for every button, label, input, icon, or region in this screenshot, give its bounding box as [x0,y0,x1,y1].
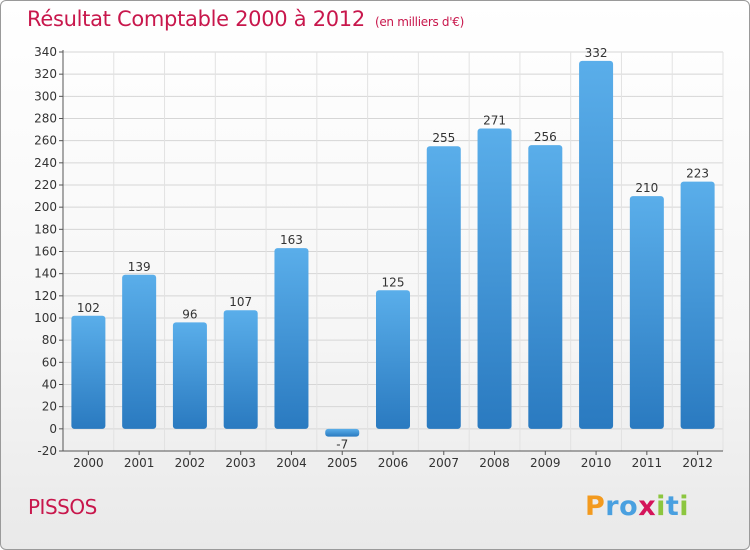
bar-2006 [376,290,410,429]
logo-letter: o [619,491,639,522]
place-name: PISSOS [28,495,97,519]
value-label-2010: 332 [585,46,608,60]
logo-letter: i [679,491,690,522]
bar-2011 [629,196,664,429]
bar-2000 [71,315,106,429]
proxiti-logo: Proxiti [585,491,689,522]
tick-labels: 3403203002802602402202001801601401201008… [34,45,713,470]
bar-2001 [122,274,157,429]
y-tick-label: 160 [34,245,57,259]
x-tick-label: 2002 [175,456,206,470]
y-tick-label: 320 [34,67,57,81]
bar-2009 [528,145,563,429]
chart-subtitle: (en milliers d'€) [374,15,464,29]
bar-2005 [325,428,360,437]
y-tick-label: -20 [37,444,57,458]
y-tick-label: 240 [34,156,57,170]
x-tick-label: 2006 [378,456,409,470]
bars [71,60,715,437]
y-tick-label: 20 [42,400,57,414]
y-tick-label: 220 [34,178,57,192]
y-tick-label: 200 [34,200,57,214]
axes [59,50,723,455]
x-tick-label: 2008 [479,456,510,470]
bar-2012 [680,181,715,429]
x-tick-label: 2001 [124,456,155,470]
x-tick-label: 2012 [682,456,713,470]
value-labels: 102 139 96 107 163 -7 125 255 271 256 332 210 223 [77,46,709,452]
x-tick-label: 2004 [276,456,307,470]
x-tick-label: 2010 [581,456,612,470]
value-label-2003: 107 [229,295,252,309]
logo-letter: t [665,491,680,522]
bar-2004 [274,248,309,429]
y-tick-label: 140 [34,267,57,281]
value-label-2004: 163 [280,233,303,247]
chart-title: Résultat Comptable 2000 à 2012 (en millie… [27,7,464,31]
value-label-2006: 125 [382,275,405,289]
y-tick-label: 40 [42,378,57,392]
y-tick-label: 60 [42,355,57,369]
x-tick-label: 2011 [632,456,663,470]
value-label-2012: 223 [686,167,709,181]
x-tick-label: 2000 [73,456,104,470]
bar-2010 [579,60,614,429]
bar-2003 [223,310,258,429]
y-tick-label: 260 [34,134,57,148]
y-tick-label: 0 [49,422,57,436]
value-label-2007: 255 [432,131,455,145]
bar-2002 [172,322,207,429]
value-label-2000: 102 [77,301,100,315]
y-tick-label: 180 [34,222,57,236]
logo-letter: P [585,491,606,522]
logo-letter: r [605,491,620,522]
x-tick-label: 2009 [530,456,561,470]
y-tick-label: 120 [34,289,57,303]
bar-2007 [426,146,461,429]
chart-title-text: Résultat Comptable 2000 à 2012 [27,7,365,31]
value-label-2008: 271 [483,113,506,127]
value-label-2005: -7 [336,438,348,452]
x-tick-label: 2003 [225,456,256,470]
y-tick-label: 340 [34,45,57,59]
value-label-2001: 139 [128,260,151,274]
value-label-2002: 96 [182,307,197,321]
y-tick-label: 100 [34,311,57,325]
x-tick-label: 2005 [327,456,358,470]
bar-2008 [477,128,512,429]
y-tick-label: 280 [34,112,57,126]
value-label-2011: 210 [635,181,658,195]
logo-letter: i [656,491,666,522]
logo-letter: x [638,491,657,522]
y-tick-label: 80 [42,333,57,347]
x-tick-label: 2007 [428,456,459,470]
value-label-2009: 256 [534,130,557,144]
y-tick-label: 300 [34,89,57,103]
